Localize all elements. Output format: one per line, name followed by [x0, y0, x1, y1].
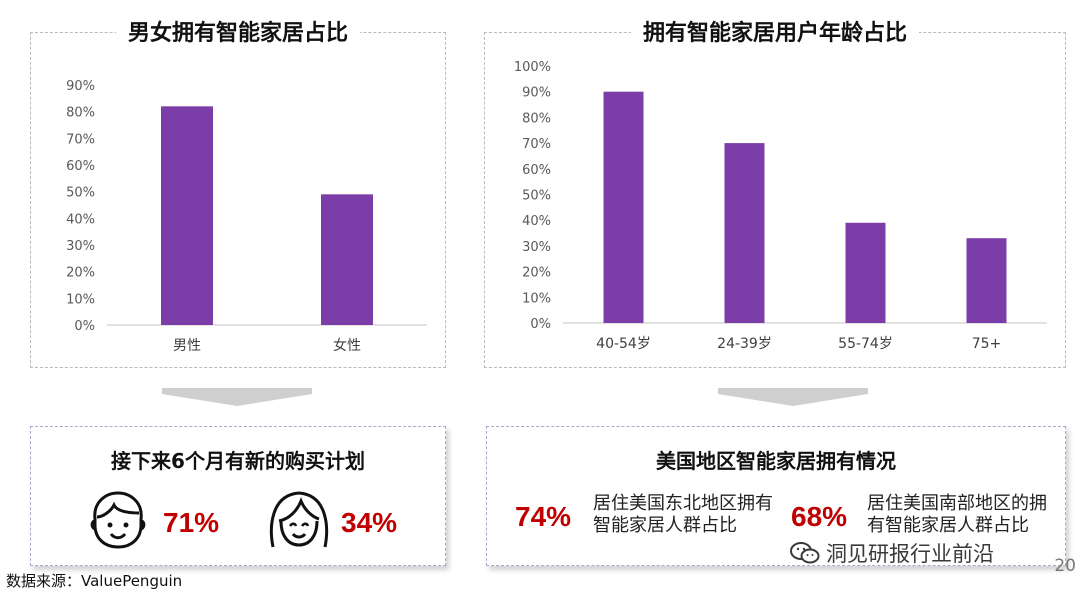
- south-desc: 居住美国南部地区的拥 有智能家居人群占比: [867, 493, 1047, 537]
- watermark: 洞见研报行业前沿: [790, 538, 994, 568]
- gender-ytick-label: 70%: [66, 132, 95, 147]
- age-ytick-label: 20%: [522, 266, 551, 281]
- northeast-percent: 74%: [515, 501, 572, 532]
- gender-ytick-label: 20%: [66, 266, 95, 281]
- age-ytick-label: 30%: [522, 240, 551, 255]
- purchase-plan-title-text: 接下来6个月有新的购买计划: [99, 449, 377, 473]
- purchase-plan-title: 接下来6个月有新的购买计划: [31, 445, 445, 474]
- gender-bar-chart: 0% 10% 20% 30% 40% 50% 60% 70% 80% 90% 男性 女性: [66, 79, 427, 354]
- age-ytick-label: 80%: [522, 111, 551, 126]
- age-ytick-label: 70%: [522, 137, 551, 152]
- age-bar-2: [845, 222, 886, 323]
- age-chart-title: 拥有智能家居用户年龄占比: [485, 15, 1065, 47]
- gender-ytick-label: 50%: [66, 186, 95, 201]
- gender-ytick-label: 80%: [66, 106, 95, 121]
- northeast-desc-line2: 智能家居人群占比: [593, 515, 737, 536]
- age-chart-title-text: 拥有智能家居用户年龄占比: [630, 21, 919, 46]
- page-number: 20: [1054, 556, 1076, 576]
- northeast-desc-line1: 居住美国东北地区拥有: [593, 493, 773, 514]
- male-purchase-percent: 71%: [163, 507, 220, 538]
- down-arrow-icon-left: [162, 388, 312, 406]
- down-arrow-icon-right: [718, 388, 868, 406]
- data-source-label: 数据来源：ValuePenguin: [6, 572, 183, 590]
- age-ytick-label: 10%: [522, 291, 551, 306]
- gender-chart-panel: 男女拥有智能家居占比 0% 10% 20% 30% 40% 50% 60% 70% 80% 90%…: [30, 21, 446, 368]
- age-category-label: 40-54岁: [596, 336, 651, 352]
- age-category-label: 55-74岁: [838, 336, 893, 352]
- male-face-icon: [90, 491, 146, 549]
- age-bar-3: [966, 238, 1007, 323]
- age-bar-0: [603, 91, 644, 323]
- south-desc-line2: 有智能家居人群占比: [867, 515, 1029, 536]
- wechat-icon: [790, 542, 820, 564]
- female-face-icon: [269, 491, 329, 548]
- gender-chart-title-text: 男女拥有智能家居占比: [115, 21, 360, 46]
- gender-ytick-label: 30%: [66, 239, 95, 254]
- gender-ytick-label: 10%: [66, 292, 95, 307]
- age-ytick-label: 100%: [514, 60, 551, 75]
- age-ytick-label: 60%: [522, 163, 551, 178]
- gender-ytick-label: 60%: [66, 159, 95, 174]
- gender-ytick-label: 90%: [66, 79, 95, 94]
- gender-bar-0: [161, 106, 213, 325]
- age-ytick-label: 50%: [522, 189, 551, 204]
- watermark-text: 洞见研报行业前沿: [826, 542, 994, 566]
- gender-bar-1: [321, 194, 373, 325]
- south-desc-line1: 居住美国南部地区的拥: [867, 493, 1047, 514]
- age-bar-1: [724, 143, 765, 323]
- us-region-panel: 美国地区智能家居拥有情况 74% 居住美国东北地区拥有 智能家居人群占比 68%…: [486, 426, 1066, 566]
- south-percent: 68%: [791, 501, 848, 532]
- gender-ytick-label: 40%: [66, 212, 95, 227]
- gender-category-label: 男性: [173, 338, 201, 354]
- age-category-label: 24-39岁: [717, 336, 772, 352]
- female-purchase-percent: 34%: [341, 507, 398, 538]
- age-bar-chart: 0% 10% 20% 30% 40% 50% 60% 70% 80% 90% 100% 40-54岁 2…: [514, 60, 1047, 352]
- us-region-title: 美国地区智能家居拥有情况: [487, 445, 1065, 474]
- age-ytick-label: 0%: [530, 317, 551, 332]
- age-ytick-label: 40%: [522, 214, 551, 229]
- gender-chart-title: 男女拥有智能家居占比: [31, 15, 445, 47]
- gender-category-label: 女性: [333, 337, 361, 354]
- us-region-title-text: 美国地区智能家居拥有情况: [644, 449, 908, 473]
- age-category-label: 75+: [972, 336, 1002, 352]
- gender-ytick-label: 0%: [74, 319, 95, 334]
- northeast-desc: 居住美国东北地区拥有 智能家居人群占比: [593, 493, 773, 537]
- purchase-plan-panel: 接下来6个月有新的购买计划 71% 34%: [30, 426, 446, 566]
- age-chart-panel: 拥有智能家居用户年龄占比 0% 10% 20% 30% 40% 50% 60% 70% 80% 9…: [484, 21, 1066, 368]
- age-ytick-label: 90%: [522, 86, 551, 101]
